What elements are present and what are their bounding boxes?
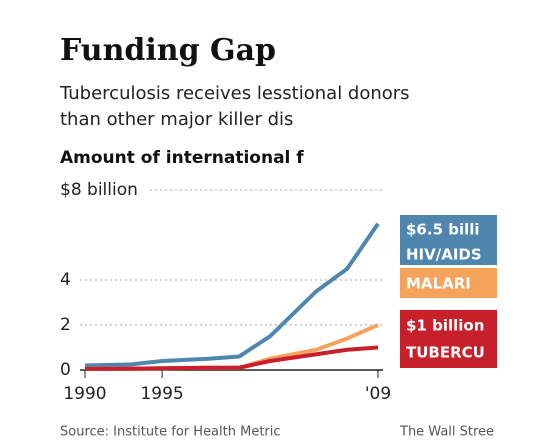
legend-label: MALARI (406, 275, 471, 293)
chart-title: Funding Gap (60, 33, 276, 68)
subtitle: Tuberculosis receives lesstional donors (59, 83, 410, 104)
x-tick-label: 1990 (63, 384, 106, 404)
legend-label: HIV/AIDS (406, 246, 482, 264)
line (84, 222, 380, 368)
axis-title: Amount of international f (60, 148, 304, 168)
label-box (400, 215, 497, 265)
y-tick-label: 4 (60, 270, 71, 290)
source: Source: Institute for Health Metric (60, 425, 281, 440)
label-box (400, 310, 497, 368)
line (84, 345, 379, 371)
chart-body: Funding Gap Tuberculosis receives lessti… (59, 33, 497, 440)
label-box (400, 268, 497, 298)
x-tick-label: '09 (365, 384, 391, 404)
subtitle: than other major killer dis (60, 109, 293, 130)
y-tick-label: 0 (60, 360, 71, 380)
credit: The Wall Stree (399, 425, 494, 440)
y-tick-label: 2 (60, 315, 71, 335)
annotation: $6.5 billi (406, 221, 480, 239)
annotation: $1 billion (406, 317, 484, 335)
x-tick-label: 1995 (140, 384, 183, 404)
legend-label: TUBERCU (406, 344, 485, 362)
line (84, 323, 379, 371)
y-tick-label: $8 billion (60, 180, 138, 200)
